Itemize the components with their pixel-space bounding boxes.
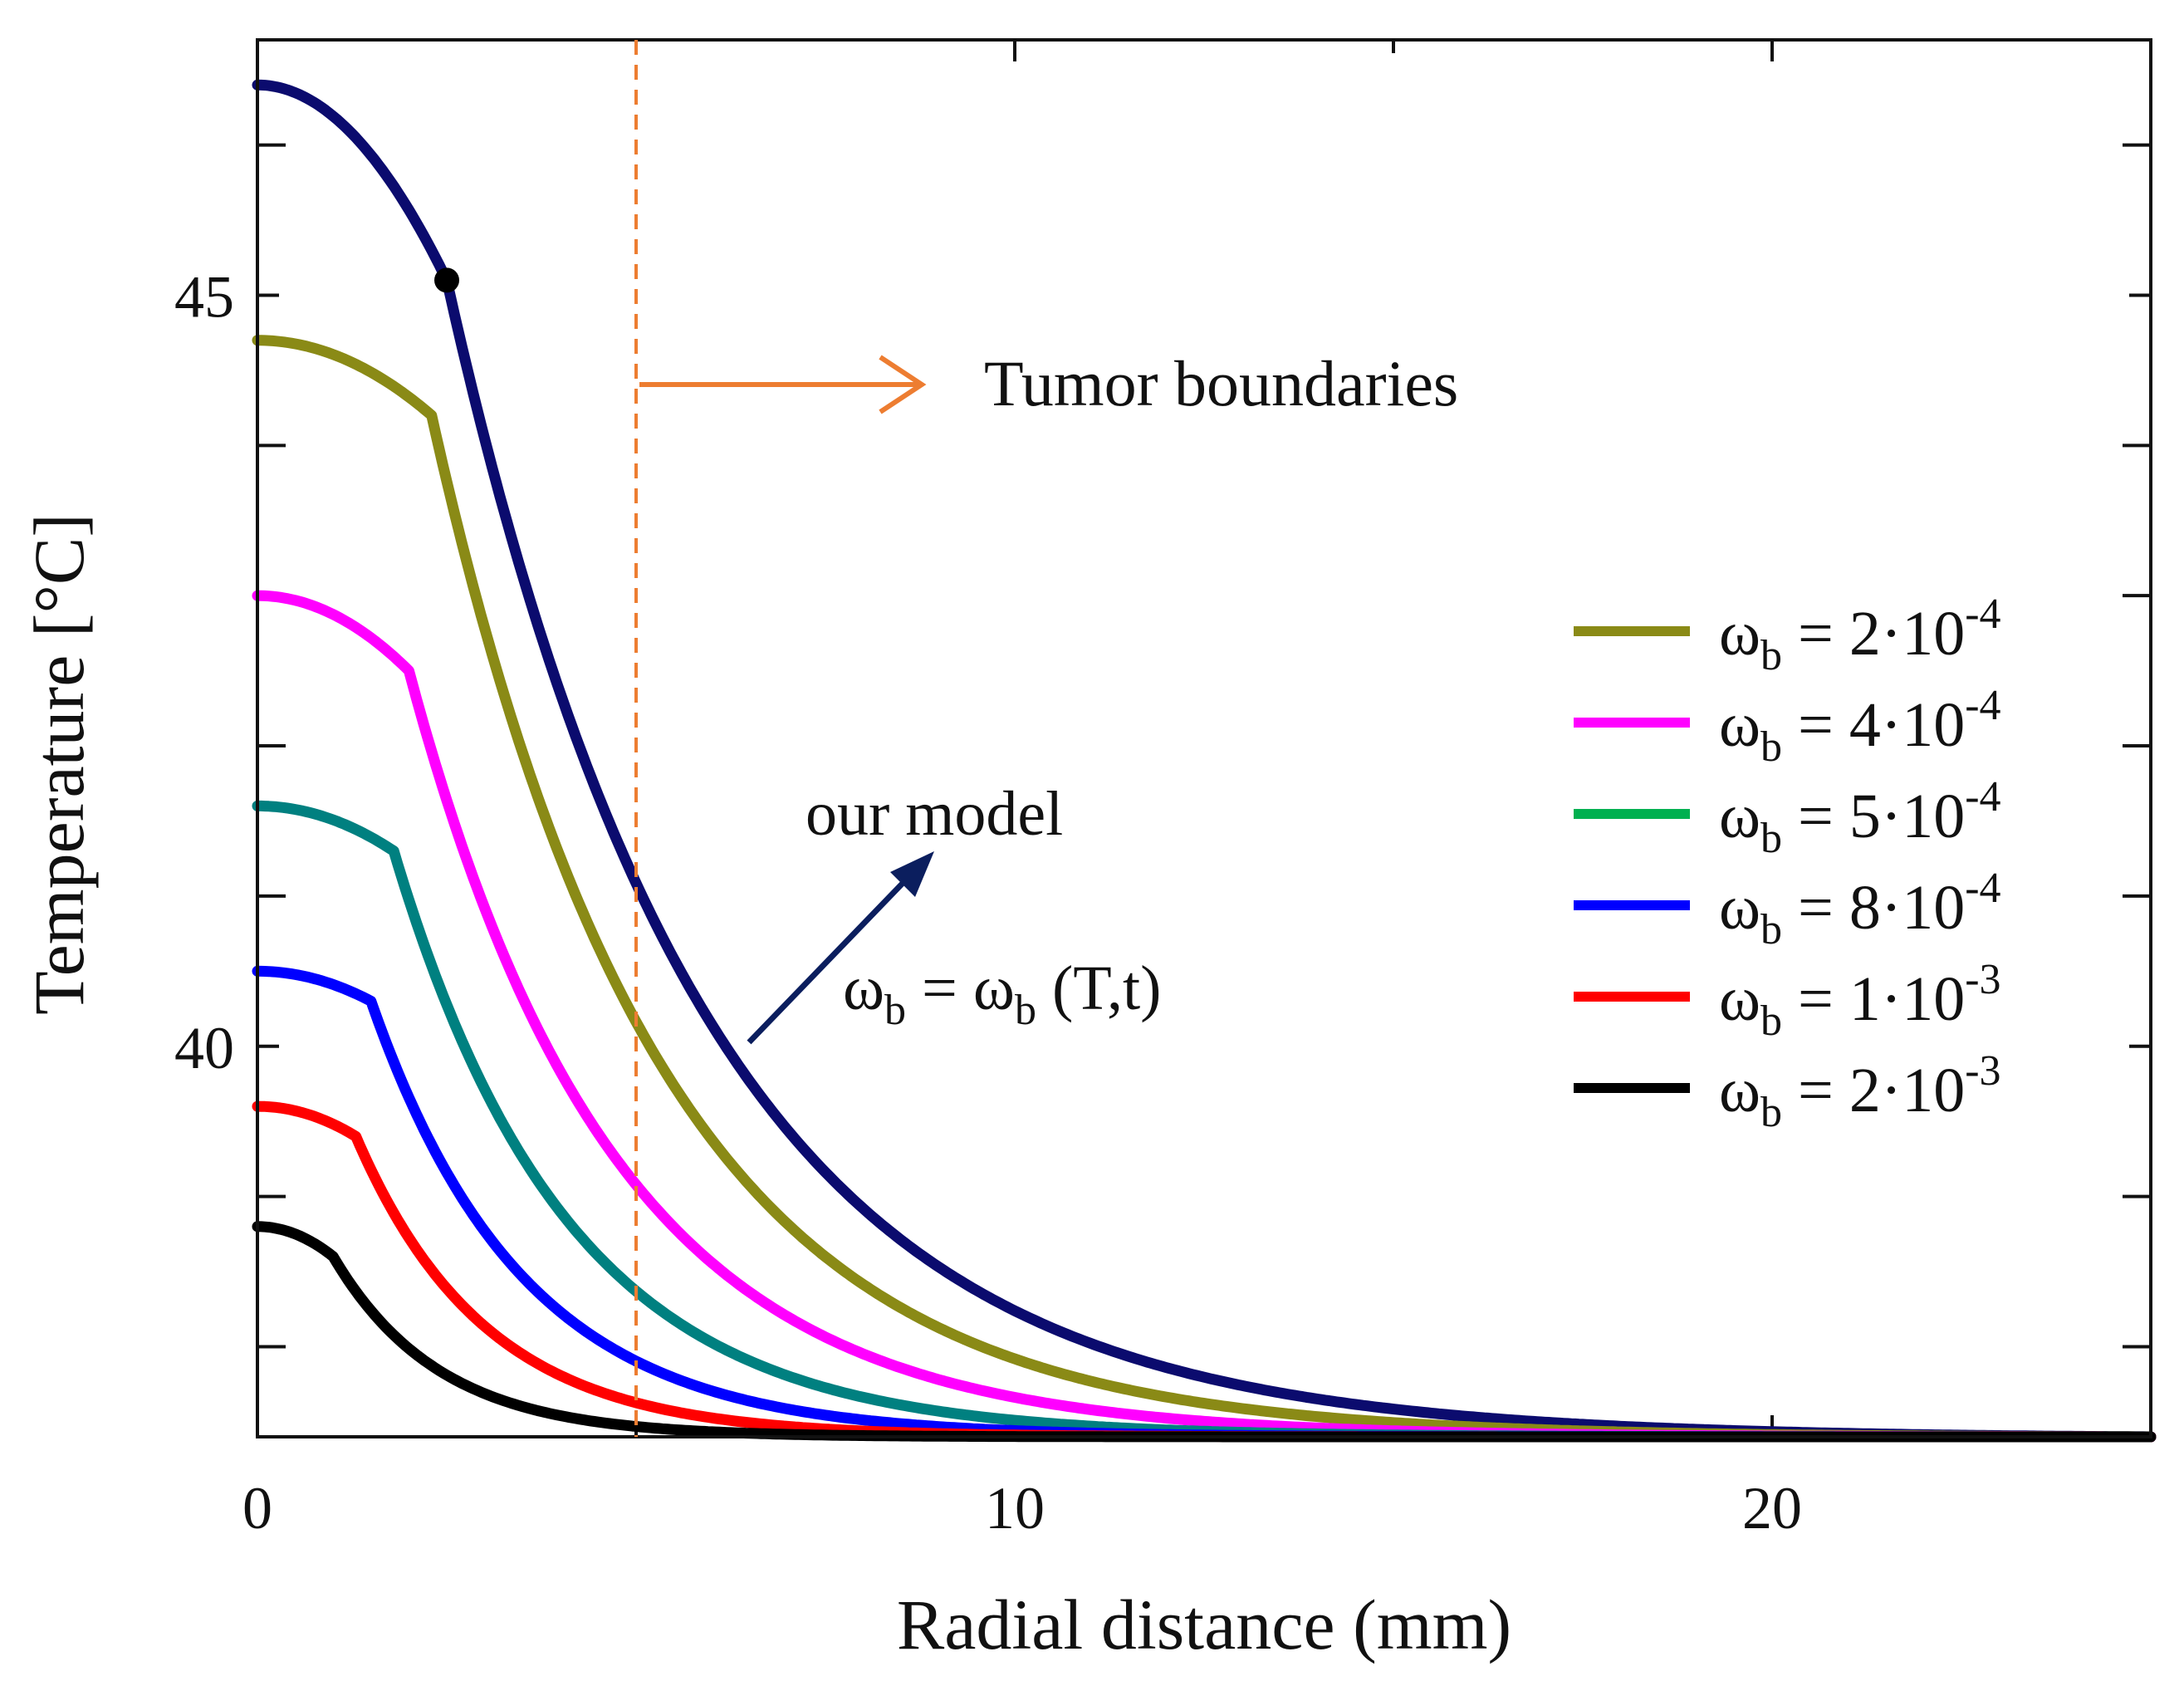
tumor-boundary-label: Tumor boundaries [984,347,1458,419]
y-tick-label: 40 [174,1015,234,1081]
series-line-5 [252,1100,2157,1443]
x-tick-label: 10 [985,1475,1045,1541]
model-arrowhead [890,851,934,897]
legend: ωb = 2·10-4ωb = 4·10-4ωb = 5·10-4ωb = 8·… [1574,591,2001,1136]
model-arrow [747,871,914,1045]
model-formula-label: ωb = ωb (T,t) [843,953,1161,1034]
legend-label-3: ωb = 5·10-4 [1719,773,2001,862]
y-tick-label: 45 [174,263,234,330]
tumor-boundary-arrowhead [879,355,927,414]
legend-label-5: ωb = 1·10-3 [1719,956,2001,1045]
legend-label-4: ωb = 8·10-4 [1719,865,2001,953]
x-tick-label: 20 [1742,1475,1802,1541]
plot-frame [256,38,2152,1438]
legend-label-6: ωb = 2·10-3 [1719,1047,2001,1136]
series-line-0 [252,79,2157,1443]
legend-label-2: ωb = 4·10-4 [1719,682,2001,771]
x-axis-label: Radial distance (mm) [897,1585,1511,1664]
series-marker-0 [434,267,459,293]
model-annotation-label: our model [806,779,1063,849]
series-group [252,79,2157,1443]
axis-ticks: 0 10 20 40 45 [174,40,2151,1541]
y-axis-label: Temperature [°C] [19,513,99,1015]
x-tick-label: 0 [242,1475,272,1541]
legend-label-1: ωb = 2·10-4 [1719,591,2001,679]
